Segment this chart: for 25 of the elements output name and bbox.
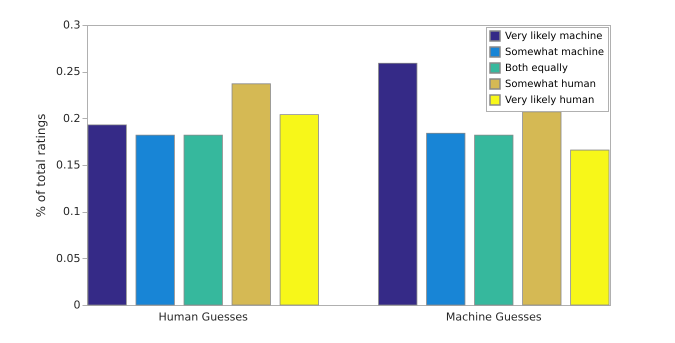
- bar: [232, 83, 271, 306]
- bar: [88, 124, 127, 306]
- bar: [184, 134, 223, 306]
- x-tick-label: Machine Guesses: [446, 310, 542, 324]
- y-tick-label: 0.05: [56, 252, 80, 265]
- bar: [570, 150, 610, 306]
- legend-label: Very likely human: [505, 95, 594, 106]
- y-tick-label: 0.3: [63, 18, 80, 32]
- bar: [378, 62, 418, 306]
- bar: [474, 134, 514, 306]
- bar: [280, 114, 319, 306]
- bar: [522, 111, 562, 306]
- x-tick-label: Human Guesses: [158, 310, 248, 324]
- y-tick-label: 0.25: [56, 65, 80, 78]
- y-tick-label: 0.1: [63, 205, 80, 218]
- legend-label: Both equally: [505, 63, 568, 74]
- y-tick-label: 0.2: [63, 112, 80, 125]
- legend-label: Somewhat machine: [505, 47, 604, 58]
- y-tick-label: 0.15: [56, 158, 80, 172]
- y-tick-label: 0: [74, 298, 80, 312]
- legend-label: Very likely machine: [505, 31, 602, 42]
- bar: [426, 132, 466, 306]
- bar: [136, 134, 175, 306]
- legend-label: Somewhat human: [505, 79, 596, 90]
- y-axis-title: % of total ratings: [34, 114, 48, 218]
